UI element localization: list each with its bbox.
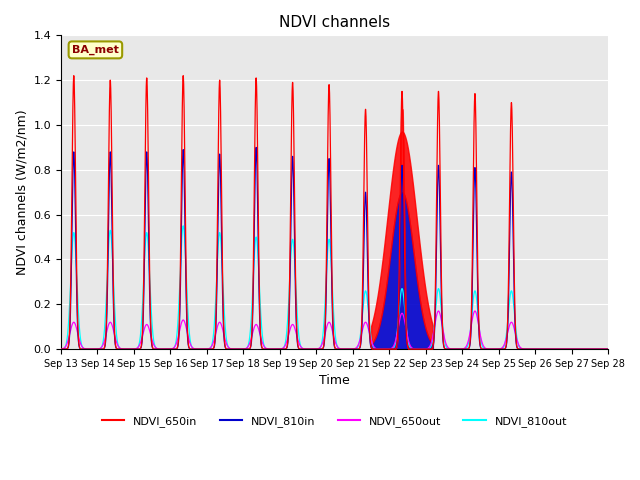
Legend: NDVI_650in, NDVI_810in, NDVI_650out, NDVI_810out: NDVI_650in, NDVI_810in, NDVI_650out, NDV… bbox=[98, 411, 572, 431]
Y-axis label: NDVI channels (W/m2/nm): NDVI channels (W/m2/nm) bbox=[15, 109, 28, 275]
Text: BA_met: BA_met bbox=[72, 45, 119, 55]
Title: NDVI channels: NDVI channels bbox=[279, 15, 390, 30]
X-axis label: Time: Time bbox=[319, 374, 350, 387]
